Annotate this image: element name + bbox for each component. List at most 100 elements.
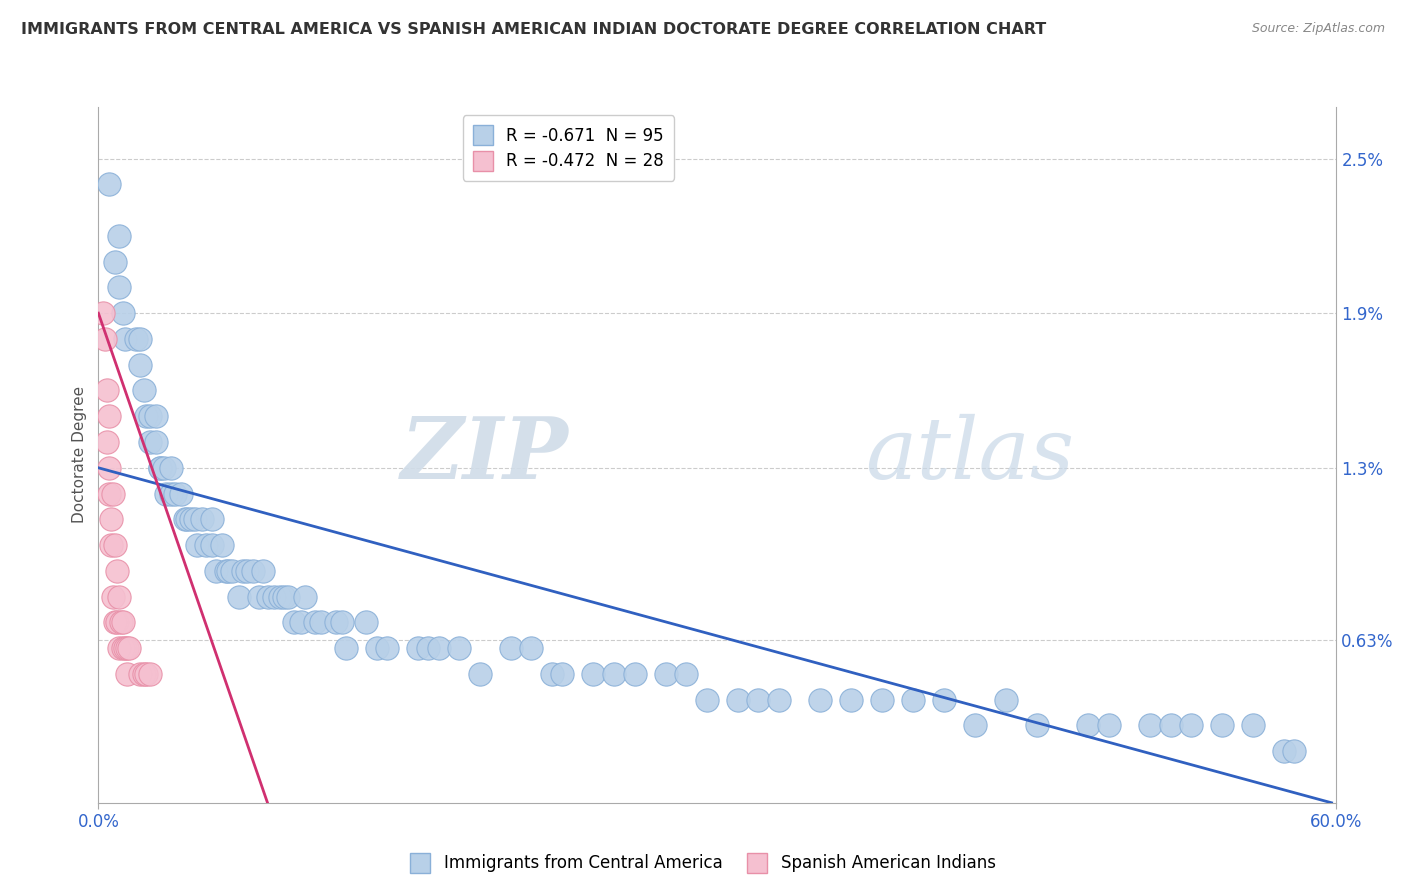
Point <box>101 590 124 604</box>
Point <box>145 435 167 450</box>
Point <box>132 384 155 398</box>
Legend: Immigrants from Central America, Spanish American Indians: Immigrants from Central America, Spanish… <box>404 847 1002 880</box>
Point <box>304 615 326 630</box>
Point <box>273 590 295 604</box>
Point <box>105 564 128 578</box>
Point <box>269 590 291 604</box>
Point <box>139 667 162 681</box>
Point <box>232 564 254 578</box>
Point <box>132 667 155 681</box>
Point <box>839 692 862 706</box>
Point <box>159 486 181 500</box>
Point <box>97 178 120 192</box>
Point <box>603 667 626 681</box>
Point <box>963 718 986 732</box>
Point <box>582 667 605 681</box>
Point <box>256 590 278 604</box>
Point <box>128 667 150 681</box>
Point <box>901 692 924 706</box>
Point <box>449 641 471 656</box>
Point <box>994 692 1017 706</box>
Point <box>112 641 135 656</box>
Point <box>1272 744 1295 758</box>
Point <box>211 538 233 552</box>
Point <box>309 615 332 630</box>
Point <box>427 641 450 656</box>
Point <box>1284 744 1306 758</box>
Point <box>93 332 115 346</box>
Point <box>117 667 139 681</box>
Point <box>468 667 491 681</box>
Point <box>215 564 238 578</box>
Point <box>366 641 388 656</box>
Point <box>117 641 139 656</box>
Point <box>139 409 162 424</box>
Point <box>104 615 127 630</box>
Text: atlas: atlas <box>866 414 1074 496</box>
Point <box>108 641 131 656</box>
Point <box>406 641 429 656</box>
Point <box>97 460 120 475</box>
Y-axis label: Doctorate Degree: Doctorate Degree <box>72 386 87 524</box>
Point <box>217 564 239 578</box>
Point <box>124 332 146 346</box>
Point <box>110 615 132 630</box>
Point <box>96 384 118 398</box>
Point <box>290 615 312 630</box>
Point <box>105 615 128 630</box>
Point <box>97 409 120 424</box>
Point <box>228 590 250 604</box>
Point <box>163 486 186 500</box>
Point <box>623 667 645 681</box>
Point <box>114 641 136 656</box>
Point <box>1025 718 1047 732</box>
Point <box>100 512 122 526</box>
Point <box>184 512 207 526</box>
Point <box>1211 718 1233 732</box>
Point <box>100 538 122 552</box>
Point <box>330 615 353 630</box>
Point <box>870 692 893 706</box>
Point <box>174 512 197 526</box>
Point <box>221 564 243 578</box>
Point <box>135 667 157 681</box>
Point <box>201 512 224 526</box>
Point <box>108 280 131 294</box>
Point <box>155 486 177 500</box>
Point <box>247 590 270 604</box>
Point <box>932 692 955 706</box>
Point <box>176 512 198 526</box>
Point <box>418 641 440 656</box>
Point <box>104 538 127 552</box>
Legend: R = -0.671  N = 95, R = -0.472  N = 28: R = -0.671 N = 95, R = -0.472 N = 28 <box>463 115 673 180</box>
Point <box>654 667 676 681</box>
Point <box>112 306 135 320</box>
Point <box>325 615 347 630</box>
Point <box>551 667 574 681</box>
Point <box>499 641 522 656</box>
Point <box>180 512 202 526</box>
Point <box>145 409 167 424</box>
Point <box>541 667 564 681</box>
Point <box>128 358 150 372</box>
Point <box>263 590 285 604</box>
Point <box>520 641 543 656</box>
Point <box>97 486 120 500</box>
Point <box>356 615 378 630</box>
Point <box>114 332 136 346</box>
Point <box>149 460 172 475</box>
Point <box>118 641 141 656</box>
Point <box>201 538 224 552</box>
Point <box>335 641 357 656</box>
Point <box>283 615 305 630</box>
Point <box>1180 718 1202 732</box>
Point <box>108 228 131 243</box>
Point <box>135 409 157 424</box>
Point <box>128 332 150 346</box>
Point <box>112 615 135 630</box>
Point <box>675 667 697 681</box>
Point <box>108 590 131 604</box>
Point <box>104 254 127 268</box>
Point <box>96 435 118 450</box>
Point <box>236 564 259 578</box>
